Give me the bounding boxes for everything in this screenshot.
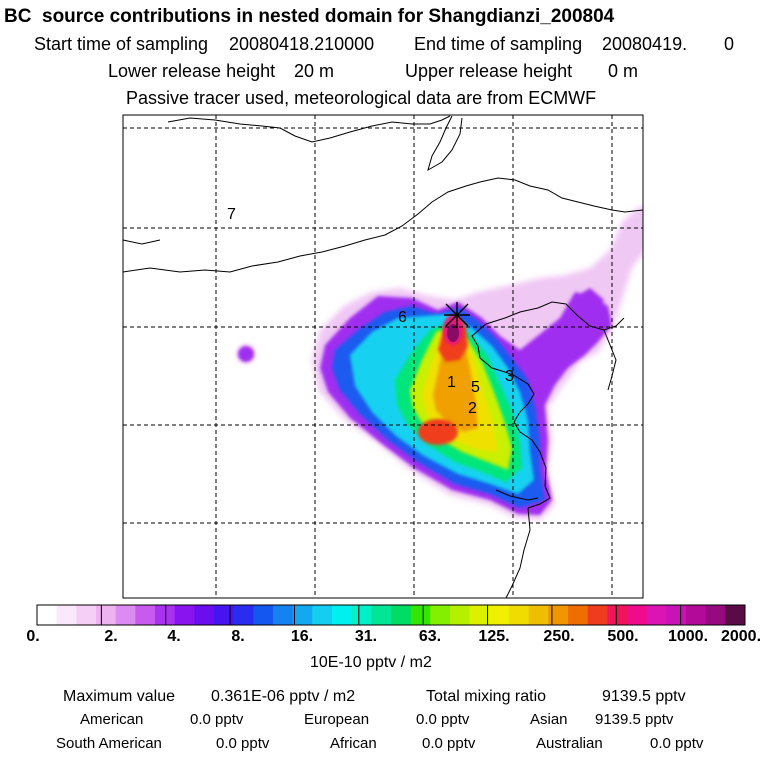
total-mixing-value: 9139.5 pptv [602,688,686,705]
colorbar-swatch [430,605,451,625]
region-asian-value: 9139.5 pptv [595,711,674,728]
station-star-marker [444,302,470,328]
colorbar-swatch [410,605,431,625]
colorbar-swatch [56,605,77,625]
colorbar-swatch [509,605,530,625]
colorbar-swatch [292,605,313,625]
region-south-american-value: 0.0 pptv [216,735,270,752]
colorbar-swatch [568,605,589,625]
colorbar-tick-label: 63. [418,628,442,645]
colorbar-swatch [587,605,608,625]
max-value-label: Maximum value [63,688,176,705]
region-australian-value: 0.0 pptv [650,735,704,752]
colorbar-swatch [115,605,136,625]
colorbar-tick-label: 4. [167,628,181,645]
end-time-value: 20080419. [602,34,688,54]
colorbar-tick-label: 2. [104,628,118,645]
region-american-value: 0.0 pptv [190,711,244,728]
lower-release-label: Lower release height [108,61,276,81]
region-label-7: 7 [227,206,236,223]
colorbar-swatch [489,605,510,625]
region-african-label: African [330,735,377,752]
colorbar-swatch [155,605,176,625]
plume-field [237,206,643,520]
region-american-label: American [80,711,144,728]
region-label-6: 6 [398,309,407,326]
colorbar-swatch [391,605,412,625]
colorbar-swatch [686,605,707,625]
colorbar-tick-label: 500. [607,628,639,645]
colorbar-swatch [312,605,333,625]
start-time-label: Start time of sampling [34,34,209,54]
map-frame [122,114,644,599]
region-label-3: 3 [505,368,514,385]
colorbar-swatch [371,605,392,625]
colorbar-outline [36,604,746,626]
colorbar-swatch [253,605,274,625]
colorbar-swatch [450,605,471,625]
plot-title: BC source contributions in nested domain… [4,6,615,27]
colorbar-tick-label: 1000. [667,628,709,645]
upper-release-label: Upper release height [405,61,573,81]
upper-release-value: 0 m [608,61,639,81]
colorbar-tick-label: 250. [543,628,575,645]
colorbar-swatch [76,605,97,625]
colorbar-swatch [214,605,235,625]
colorbar-tick-label: 8. [231,628,245,645]
graticule [123,115,643,598]
colorbar-swatch [135,605,156,625]
region-asian-label: Asian [530,711,568,728]
region-australian-label: Australian [536,735,603,752]
colorbar-swatch [194,605,215,625]
colorbar-swatch [646,605,667,625]
colorbar-swatch [351,605,372,625]
region-european-label: European [304,711,370,728]
tracer-note: Passive tracer used, meteorological data… [126,88,597,108]
region-label-1: 1 [447,374,456,391]
colorbar-unit: 10E-10 pptv / m2 [310,654,432,671]
coastlines [123,115,643,598]
colorbar-swatch [96,605,117,625]
colorbar-tick-label: 125. [478,628,510,645]
colorbar-swatch [666,605,687,625]
colorbar-swatch [627,605,648,625]
colorbar-swatch [233,605,254,625]
colorbar-swatch [548,605,569,625]
colorbar-tick-label: 0. [26,628,40,645]
end-time-value-suffix: 0 [724,34,735,54]
colorbar-swatch [705,605,726,625]
end-time-label: End time of sampling [414,34,583,54]
colorbar-swatch [273,605,294,625]
region-label-5: 5 [471,379,480,396]
colorbar-swatch [37,605,58,625]
max-value: 0.361E-06 pptv / m2 [211,688,356,705]
colorbar-swatch [469,605,490,625]
region-south-american-label: South American [56,735,162,752]
colorbar-tick-label: 16. [290,628,314,645]
colorbar-tick-label: 31. [354,628,378,645]
colorbar [36,604,746,626]
region-european-value: 0.0 pptv [416,711,470,728]
colorbar-tick-label: 2000. [720,628,762,645]
total-mixing-label: Total mixing ratio [426,688,547,705]
region-label-2: 2 [468,400,477,417]
region-african-value: 0.0 pptv [422,735,476,752]
lower-release-value: 20 m [294,61,335,81]
colorbar-swatch [174,605,195,625]
colorbar-swatch [607,605,628,625]
colorbar-swatch [332,605,353,625]
colorbar-swatch [528,605,549,625]
colorbar-swatch [725,605,746,625]
start-time-value: 20080418.210000 [229,34,375,54]
